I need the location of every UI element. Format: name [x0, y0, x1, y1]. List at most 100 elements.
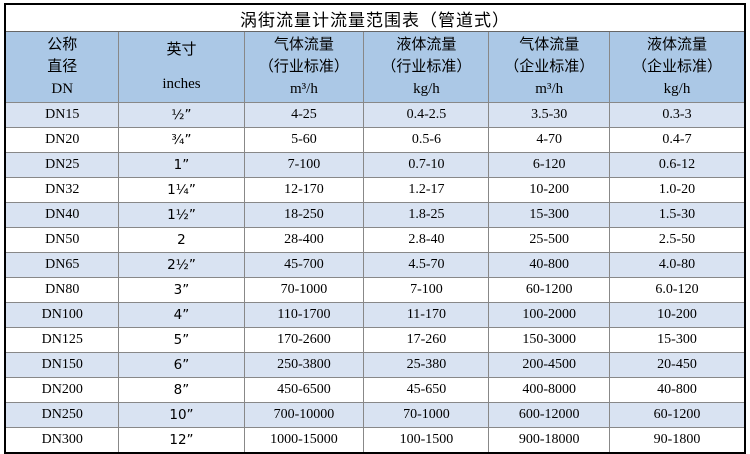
dn-cell: DN125: [4, 327, 120, 353]
header-line: （行业标准）: [258, 59, 349, 75]
table-row-dn200: DN200 8” 450-6500 45-650 400-8000 40-800: [4, 377, 746, 403]
table-row-dn20: DN20 ¾” 5-60 0.5-6 4-70 0.4-7: [4, 127, 746, 153]
value-cell: 45-650: [363, 377, 490, 403]
header-line: m³/h: [290, 81, 318, 97]
header-line: 直径: [47, 59, 78, 75]
value-cell: 2.5-50: [609, 227, 746, 253]
header-line: 液体流量: [647, 37, 708, 53]
value-cell: 7-100: [363, 277, 490, 303]
value-cell: 1.8-25: [363, 202, 490, 228]
value-cell: 0.7-10: [363, 152, 490, 178]
dn-cell: DN250: [4, 402, 120, 428]
table-row-dn300: DN300 12” 1000-15000 100-1500 900-18000 90-18…: [4, 427, 746, 454]
column-header-gas-industry: 气体流量 （行业标准） m³/h: [243, 31, 365, 103]
value-cell: 2.8-40: [363, 227, 490, 253]
column-header-inches: 英寸 inches: [118, 31, 245, 103]
value-cell: 10”: [118, 402, 245, 428]
value-cell: 40-800: [609, 377, 746, 403]
value-cell: 10-200: [609, 302, 746, 328]
value-cell: 1½”: [118, 202, 245, 228]
value-cell: 17-260: [363, 327, 490, 353]
value-cell: 3”: [118, 277, 245, 303]
table-row-dn40: DN40 1½” 18-250 1.8-25 15-300 1.5-30: [4, 202, 746, 228]
value-cell: 1¼”: [118, 177, 245, 203]
value-cell: 4.0-80: [609, 252, 746, 278]
header-line: （行业标准）: [381, 59, 472, 75]
value-cell: 4-70: [488, 127, 611, 153]
header-line: 液体流量: [396, 37, 457, 53]
value-cell: 1.0-20: [609, 177, 746, 203]
value-cell: 70-1000: [363, 402, 490, 428]
column-header-gas-enterprise: 气体流量 （企业标准） m³/h: [488, 31, 611, 103]
dn-cell: DN20: [4, 127, 120, 153]
value-cell: 170-2600: [243, 327, 365, 353]
value-cell: 5-60: [243, 127, 365, 153]
column-header-liquid-industry: 液体流量 （行业标准） kg/h: [363, 31, 490, 103]
table-row-dn100: DN100 4” 110-1700 11-170 100-2000 10-200: [4, 302, 746, 328]
column-header-dn: 公称直径 DN: [4, 31, 120, 103]
value-cell: 4.5-70: [363, 252, 490, 278]
table-row-dn80: DN80 3” 70-1000 7-100 60-1200 6.0-120: [4, 277, 746, 303]
value-cell: 7-100: [243, 152, 365, 178]
table-title: 涡街流量计流量范围表（管道式）: [4, 3, 746, 32]
value-cell: 2½”: [118, 252, 245, 278]
value-cell: 0.5-6: [363, 127, 490, 153]
value-cell: 15-300: [609, 327, 746, 353]
value-cell: 90-1800: [609, 427, 746, 454]
value-cell: 4-25: [243, 102, 365, 128]
dn-cell: DN200: [4, 377, 120, 403]
value-cell: 200-4500: [488, 352, 611, 378]
value-cell: 40-800: [488, 252, 611, 278]
value-cell: 15-300: [488, 202, 611, 228]
column-header-liquid-enterprise: 液体流量 （企业标准） kg/h: [609, 31, 746, 103]
value-cell: 20-450: [609, 352, 746, 378]
flow-range-table: 涡街流量计流量范围表（管道式） 公称直径 DN 英寸 inches 气体流量 （行业标准）…: [4, 3, 746, 454]
value-cell: 6”: [118, 352, 245, 378]
value-cell: 0.4-7: [609, 127, 746, 153]
header-line: inches: [162, 76, 201, 92]
table-body: DN15 ½” 4-25 0.4-2.5 3.5-30 0.3-3 DN20 ¾” 5-60 0.…: [4, 102, 746, 454]
value-cell: 700-10000: [243, 402, 365, 428]
value-cell: 28-400: [243, 227, 365, 253]
value-cell: 2: [118, 227, 245, 253]
header-line: 英寸: [166, 42, 197, 58]
value-cell: 18-250: [243, 202, 365, 228]
value-cell: ½”: [118, 102, 245, 128]
table-row-dn250: DN250 10” 700-10000 70-1000 600-12000 60-1200: [4, 402, 746, 428]
value-cell: 0.6-12: [609, 152, 746, 178]
value-cell: 12”: [118, 427, 245, 454]
dn-cell: DN300: [4, 427, 120, 454]
value-cell: 1.2-17: [363, 177, 490, 203]
table-row-dn65: DN65 2½” 45-700 4.5-70 40-800 4.0-80: [4, 252, 746, 278]
dn-cell: DN65: [4, 252, 120, 278]
value-cell: 1.5-30: [609, 202, 746, 228]
table-row-dn150: DN150 6” 250-3800 25-380 200-4500 20-450: [4, 352, 746, 378]
table-row-dn15: DN15 ½” 4-25 0.4-2.5 3.5-30 0.3-3: [4, 102, 746, 128]
header-line: DN: [51, 81, 74, 97]
value-cell: 45-700: [243, 252, 365, 278]
value-cell: 600-12000: [488, 402, 611, 428]
value-cell: 11-170: [363, 302, 490, 328]
value-cell: 4”: [118, 302, 245, 328]
dn-cell: DN80: [4, 277, 120, 303]
value-cell: 110-1700: [243, 302, 365, 328]
value-cell: 0.3-3: [609, 102, 746, 128]
table-row-dn32: DN32 1¼” 12-170 1.2-17 10-200 1.0-20: [4, 177, 746, 203]
value-cell: 900-18000: [488, 427, 611, 454]
value-cell: 100-2000: [488, 302, 611, 328]
value-cell: 6-120: [488, 152, 611, 178]
header-line: 公称: [47, 37, 78, 53]
value-cell: 8”: [118, 377, 245, 403]
header-line: 气体流量: [519, 37, 580, 53]
value-cell: 60-1200: [609, 402, 746, 428]
value-cell: 5”: [118, 327, 245, 353]
dn-cell: DN100: [4, 302, 120, 328]
dn-cell: DN50: [4, 227, 120, 253]
value-cell: 70-1000: [243, 277, 365, 303]
value-cell: 150-3000: [488, 327, 611, 353]
value-cell: 6.0-120: [609, 277, 746, 303]
value-cell: 250-3800: [243, 352, 365, 378]
value-cell: 60-1200: [488, 277, 611, 303]
value-cell: 1”: [118, 152, 245, 178]
